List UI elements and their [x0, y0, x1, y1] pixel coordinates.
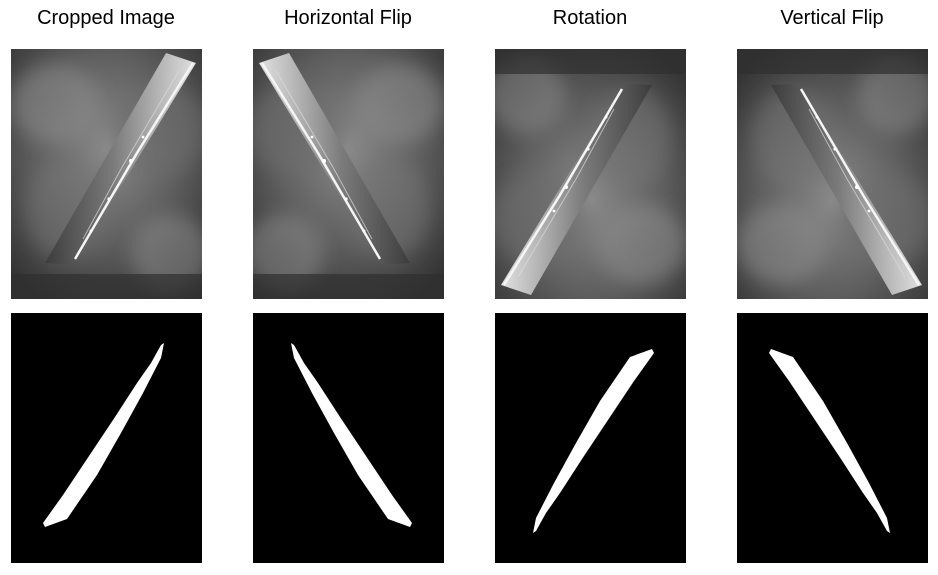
rotation-photo	[495, 49, 686, 299]
column-title-horizontal-flip: Horizontal Flip	[284, 7, 412, 29]
horizontal-flip-mask	[253, 313, 444, 563]
column-title-cropped-image: Cropped Image	[37, 7, 175, 29]
cropped-image-photo	[11, 49, 202, 299]
vertical-flip-photo	[737, 49, 928, 299]
rotation-mask	[495, 313, 686, 563]
vertical-flip-mask	[737, 313, 928, 563]
horizontal-flip-photo	[253, 49, 444, 299]
column-title-vertical-flip: Vertical Flip	[780, 7, 884, 29]
cropped-image-mask	[11, 313, 202, 563]
column-title-rotation: Rotation	[552, 7, 628, 29]
